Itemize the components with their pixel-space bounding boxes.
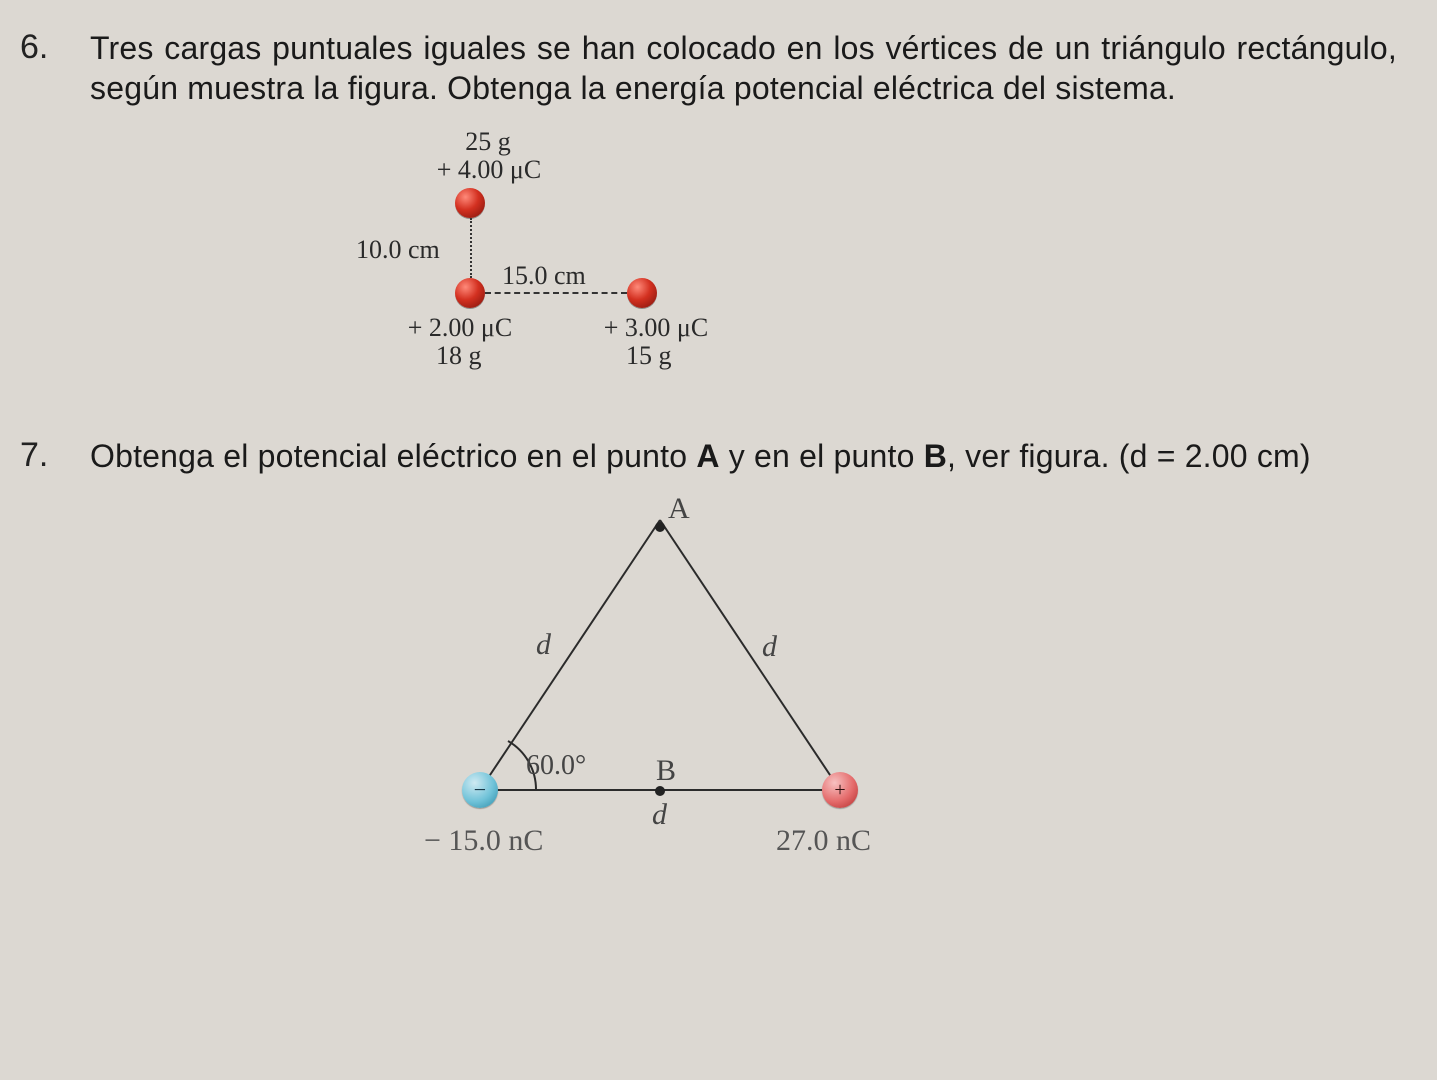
fig2-angle: 60.0°	[526, 750, 586, 782]
fig1-dot-br	[627, 278, 657, 308]
fig2-charge-left: −	[462, 772, 498, 808]
problem-6: 6. Tres cargas puntuales iguales se han …	[20, 28, 1397, 108]
problem-text-6: Tres cargas puntuales iguales se han col…	[90, 28, 1397, 108]
fig2-B-dot	[655, 786, 665, 796]
figure-2: A d d 60.0° B d − + − 15.0 nC 27.0 nC	[360, 500, 920, 880]
fig1-hline	[485, 292, 627, 294]
fig1-bl-mass: 18 g	[436, 342, 482, 370]
fig1-side-h: 15.0 cm	[502, 262, 586, 290]
fig2-B-label: B	[656, 754, 676, 788]
fig2-d-base: d	[652, 798, 667, 832]
fig1-top-mass: 25 g	[438, 128, 538, 156]
fig2-qright-label: 27.0 nC	[776, 824, 871, 858]
fig2-d-left: d	[536, 628, 551, 662]
fig1-bl-charge: + 2.00 μC	[380, 314, 540, 342]
fig2-qleft-label: − 15.0 nC	[424, 824, 543, 858]
fig1-vline	[470, 218, 472, 278]
fig1-dot-bl	[455, 278, 485, 308]
problem-number-7: 7.	[20, 436, 90, 475]
fig1-side-v: 10.0 cm	[356, 236, 440, 264]
fig2-A-dot	[655, 522, 665, 532]
fig1-top-charge: + 4.00 μC	[404, 156, 574, 184]
fig2-A-label: A	[668, 492, 690, 526]
problem-7: 7. Obtenga el potencial eléctrico en el …	[20, 436, 1397, 476]
fig1-dot-top	[455, 188, 485, 218]
problem-text-7: Obtenga el potencial eléctrico en el pun…	[90, 436, 1397, 476]
fig1-br-charge: + 3.00 μC	[576, 314, 736, 342]
problem-number-6: 6.	[20, 28, 90, 67]
fig1-br-mass: 15 g	[626, 342, 672, 370]
fig2-d-right: d	[762, 630, 777, 664]
fig2-svg	[360, 500, 920, 880]
fig2-charge-right: +	[822, 772, 858, 808]
figure-1: 25 g + 4.00 μC 10.0 cm 15.0 cm + 2.00 μC…	[320, 132, 770, 392]
